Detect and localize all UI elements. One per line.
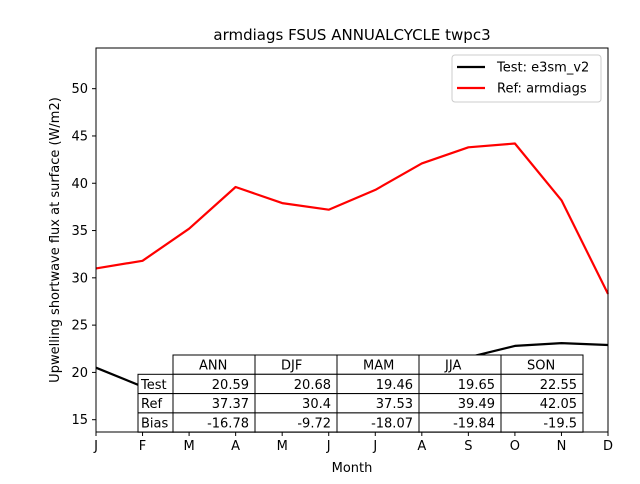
table-cell-value: 20.59 <box>212 378 249 393</box>
table-header-label: JJA <box>444 359 461 374</box>
y-axis: 15 20 25 30 35 40 45 50 <box>71 82 96 428</box>
y-tick-label: 15 <box>71 413 88 428</box>
table-cell-value: 37.53 <box>376 397 413 412</box>
table-header-label: ANN <box>199 359 227 374</box>
x-tick-label: J <box>93 439 98 454</box>
x-tick-label: A <box>231 439 240 454</box>
table-cell-value: 20.68 <box>294 378 331 393</box>
x-tick-label: M <box>277 439 288 454</box>
table-cell-value: 39.49 <box>458 397 495 412</box>
table-cell-value: 30.4 <box>302 397 331 412</box>
table-cell-value: 19.65 <box>458 378 495 393</box>
y-tick-label: 30 <box>71 271 88 286</box>
series-line-ref-armdiags <box>95 142 609 295</box>
y-tick-label: 35 <box>71 224 88 239</box>
plot-border <box>95 47 609 433</box>
table-cell-value: -19.84 <box>453 416 495 431</box>
table-header-label: SON <box>527 359 555 374</box>
table-cell-value: -16.78 <box>207 416 249 431</box>
x-tick-label: N <box>557 439 567 454</box>
table-cell-value: 22.55 <box>540 378 577 393</box>
x-tick-label: J <box>326 439 331 454</box>
plot-area: ANN DJF MAM JJA SON Test 20.59 20.68 19.46 19.65 2… <box>95 47 609 433</box>
y-axis-label: Upwelling shortwave flux at surface (W/m… <box>48 97 63 383</box>
table-row-label: Bias <box>141 416 168 431</box>
table-cell-value: 37.37 <box>212 397 249 412</box>
table-cell-value: 42.05 <box>540 397 577 412</box>
x-tick-label: M <box>183 439 194 454</box>
legend-label: Test: e3sm_v2 <box>496 61 589 76</box>
x-tick-label: F <box>139 439 146 454</box>
x-tick-label: D <box>603 439 613 454</box>
x-axis-label: Month <box>332 461 373 476</box>
legend-label: Ref: armdiags <box>497 82 587 97</box>
y-tick-label: 20 <box>71 366 88 381</box>
legend: Test: e3sm_v2 Ref: armdiags <box>451 54 602 103</box>
table-header-label: MAM <box>363 359 394 374</box>
x-tick-label: J <box>372 439 377 454</box>
table-cell-value: 19.46 <box>376 378 413 393</box>
table-cell-value: -19.5 <box>543 416 577 431</box>
legend-box <box>451 54 602 103</box>
stats-table: ANN DJF MAM JJA SON Test 20.59 20.68 19.46 19.65 2… <box>137 354 584 433</box>
chart-title: armdiags FSUS ANNUALCYCLE twpc3 <box>213 26 490 44</box>
table-cell-value: -9.72 <box>297 416 331 431</box>
y-tick-label: 45 <box>71 129 88 144</box>
table-cell-value: -18.07 <box>371 416 413 431</box>
table-header-label: DJF <box>281 359 302 374</box>
table-row-label: Test <box>140 378 167 393</box>
x-tick-label: A <box>417 439 426 454</box>
y-tick-label: 40 <box>71 177 88 192</box>
table-row-label: Ref <box>141 397 162 412</box>
y-tick-label: 25 <box>71 319 88 334</box>
y-tick-label: 50 <box>71 82 88 97</box>
x-tick-label: O <box>510 439 520 454</box>
x-tick-label: S <box>464 439 472 454</box>
